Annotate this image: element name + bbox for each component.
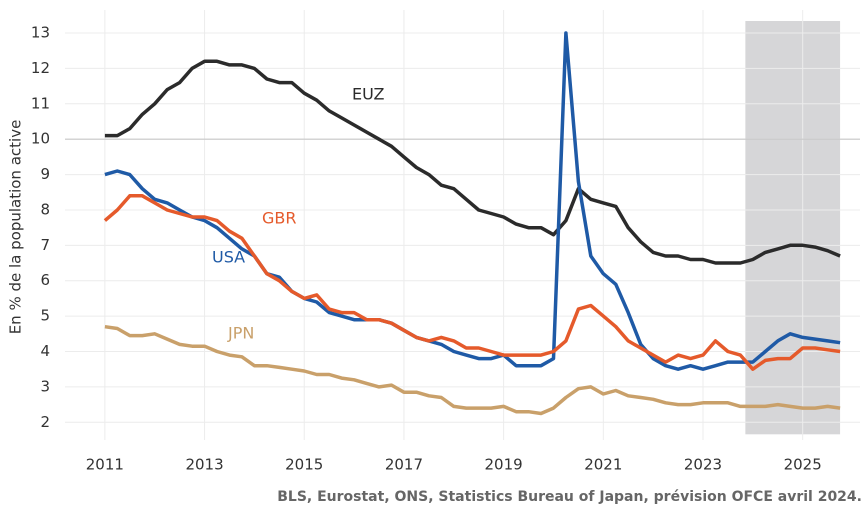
y-tick-label: 12: [31, 59, 50, 77]
series-line: [104, 324, 841, 416]
x-tick-label: 2017: [385, 456, 423, 474]
forecast-shade: [745, 21, 841, 435]
y-tick-label: 4: [40, 342, 50, 360]
x-tick-label: 2023: [684, 456, 722, 474]
series-label: GBR: [262, 209, 297, 228]
y-tick-label: 5: [40, 307, 50, 325]
x-tick-label: 2013: [185, 456, 223, 474]
series-label: EUZ: [352, 85, 385, 104]
y-tick-label: 6: [40, 271, 50, 289]
series-line: [103, 194, 841, 371]
y-tick-label: 8: [40, 200, 50, 218]
series-line: [104, 59, 841, 265]
y-tick-label: 2: [40, 413, 50, 431]
source-note: BLS, Eurostat, ONS, Statistics Bureau of…: [277, 489, 862, 505]
x-tick-label: 2025: [784, 456, 822, 474]
series-line: [104, 31, 841, 371]
y-tick-label: 9: [40, 165, 50, 183]
y-axis-label: En % de la population active: [7, 120, 25, 335]
series-label: JPN: [227, 324, 254, 343]
series-label: USA: [212, 248, 245, 267]
y-tick-label: 11: [31, 94, 50, 112]
x-tick-label: 2015: [285, 456, 323, 474]
y-tick-label: 3: [40, 377, 50, 395]
y-tick-label: 13: [31, 24, 50, 42]
y-tick-label: 7: [40, 236, 50, 254]
y-tick-label: 10: [31, 130, 50, 148]
x-tick-label: 2019: [485, 456, 523, 474]
x-tick-label: 2011: [86, 456, 124, 474]
x-tick-label: 2021: [584, 456, 622, 474]
